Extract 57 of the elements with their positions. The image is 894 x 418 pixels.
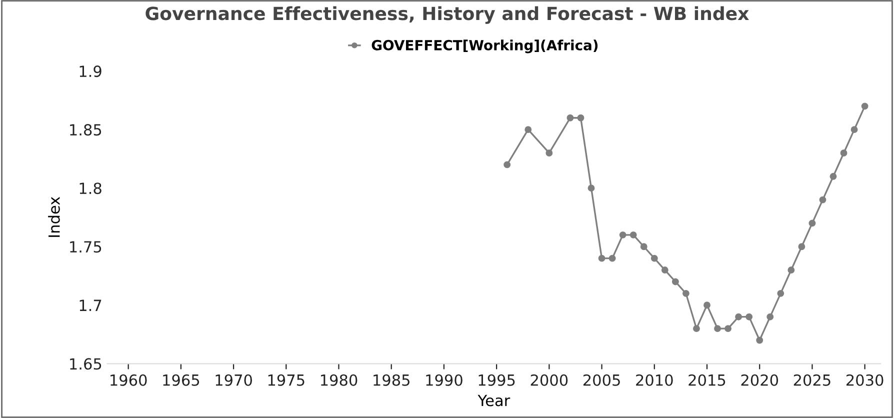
point bbox=[788, 266, 795, 274]
point bbox=[756, 336, 764, 344]
point bbox=[808, 220, 816, 227]
x-tick-label: 2030 bbox=[846, 374, 884, 386]
point bbox=[588, 184, 595, 192]
point bbox=[640, 243, 648, 250]
x-tick-label: 1980 bbox=[320, 374, 358, 386]
y-tick-label: 1.8 bbox=[80, 182, 102, 194]
point bbox=[630, 231, 637, 238]
legend-label: GOVEFFECT[Working](Africa) bbox=[372, 40, 598, 54]
y-tick-label: 1.85 bbox=[70, 124, 102, 136]
point bbox=[746, 313, 753, 320]
point bbox=[546, 150, 553, 156]
point bbox=[608, 254, 616, 262]
point bbox=[735, 313, 742, 320]
point bbox=[714, 325, 721, 332]
point bbox=[798, 243, 806, 250]
x-tick-label: 1965 bbox=[163, 374, 200, 386]
x-tick-label: 2000 bbox=[530, 374, 568, 386]
point bbox=[819, 196, 826, 204]
point bbox=[850, 126, 858, 134]
x-tick-label: 1970 bbox=[216, 374, 252, 386]
point bbox=[840, 150, 848, 156]
point bbox=[504, 161, 511, 168]
point bbox=[830, 172, 837, 180]
point bbox=[661, 266, 668, 274]
point bbox=[577, 114, 584, 122]
x-tick-label: 2015 bbox=[688, 374, 726, 386]
y-tick-label: 1.75 bbox=[70, 241, 102, 253]
point bbox=[650, 254, 658, 262]
point bbox=[598, 254, 606, 262]
point bbox=[566, 114, 574, 122]
x-axis-title: Year bbox=[478, 394, 510, 406]
x-tick-label: 1985 bbox=[374, 374, 410, 386]
point bbox=[704, 302, 710, 309]
point bbox=[777, 290, 784, 297]
x-tick-label: 2010 bbox=[636, 374, 673, 386]
x-tick-label: 2020 bbox=[741, 374, 778, 386]
x-tick-label: 1960 bbox=[110, 374, 147, 386]
x-tick-label: 2005 bbox=[583, 374, 620, 386]
point bbox=[682, 290, 690, 297]
point bbox=[692, 325, 700, 332]
y-axis-title: Index bbox=[48, 196, 60, 237]
point bbox=[724, 325, 732, 332]
point bbox=[619, 231, 626, 238]
point bbox=[861, 102, 868, 110]
point bbox=[766, 313, 774, 320]
point bbox=[524, 126, 532, 134]
y-tick-label: 1.9 bbox=[80, 66, 102, 78]
y-tick-label: 1.7 bbox=[80, 300, 102, 311]
x-tick-label: 1975 bbox=[268, 374, 304, 386]
y-tick-label: 1.65 bbox=[70, 358, 102, 370]
x-tick-label: 1995 bbox=[478, 374, 515, 386]
chart-title: Governance Effectiveness, History and Forecast - WB index bbox=[146, 6, 749, 24]
x-tick-label: 1990 bbox=[426, 374, 462, 386]
x-tick-label: 2025 bbox=[794, 374, 830, 386]
point bbox=[672, 278, 679, 286]
